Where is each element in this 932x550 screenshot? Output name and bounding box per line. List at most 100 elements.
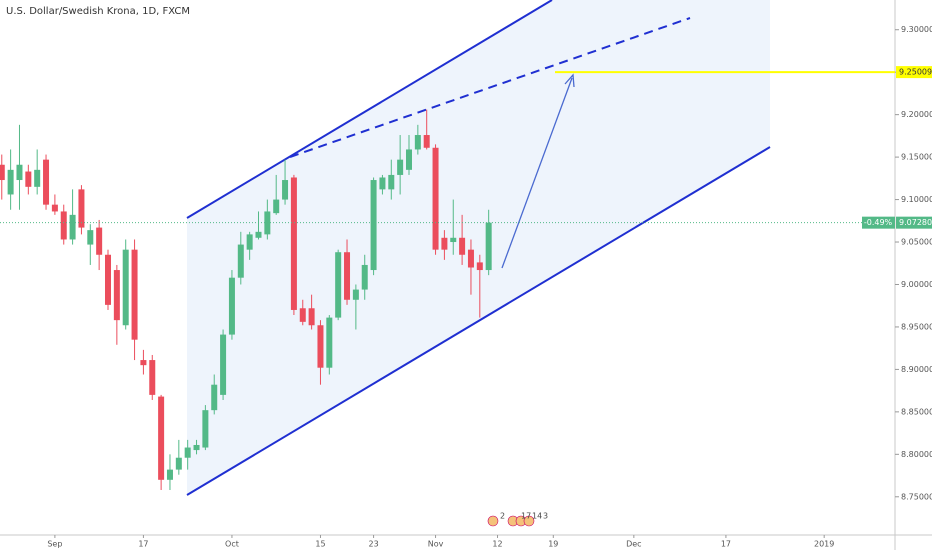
event-label: 3	[543, 512, 548, 521]
horizontal-line-label-box	[896, 66, 932, 79]
dashed-line	[289, 17, 691, 158]
event-label: 17	[521, 512, 531, 521]
chart-title: U.S. Dollar/Swedish Krona, 1D, FXCM	[6, 6, 190, 17]
y-tick-label: 8.85000	[901, 407, 932, 416]
candle-body	[105, 254, 112, 305]
y-tick-label: 9.10000	[901, 195, 932, 204]
candle-body	[352, 289, 359, 300]
candle-body	[34, 169, 41, 187]
candle-body	[131, 249, 138, 340]
candle-body	[96, 227, 103, 255]
channel-upper	[186, 0, 553, 219]
arrow-head	[564, 73, 575, 88]
event-icon	[487, 515, 499, 527]
candle-body	[211, 384, 218, 411]
candle-body	[335, 252, 342, 318]
x-tick-label: Nov	[428, 540, 444, 549]
candle-body	[166, 469, 173, 480]
x-tick-label: 12	[492, 540, 502, 549]
candle-body	[69, 214, 76, 240]
y-tick-label: 9.05000	[901, 238, 932, 247]
candle-body	[282, 180, 289, 200]
y-tick-label: 8.80000	[901, 450, 932, 459]
candle-body	[370, 180, 377, 271]
candle-body	[326, 317, 333, 368]
candle-body	[193, 444, 200, 451]
candle-body	[450, 237, 457, 243]
y-tick-label: 9.30000	[901, 25, 932, 34]
x-tick-label: 19	[548, 540, 558, 549]
candle-body	[25, 171, 32, 187]
y-tick-label: 8.95000	[901, 322, 932, 331]
candle-body	[432, 147, 439, 250]
price-label: 9.07280	[899, 218, 932, 227]
candle-body	[0, 164, 5, 181]
x-tick-label: Dec	[626, 540, 641, 549]
candle-body	[7, 169, 14, 195]
candle-body	[467, 249, 474, 268]
candle-body	[60, 211, 67, 240]
x-tick-label: 23	[368, 540, 378, 549]
price-label-box	[896, 216, 932, 229]
candle-body	[246, 234, 253, 250]
x-tick-label: Oct	[225, 540, 239, 549]
candle-body	[290, 177, 297, 310]
change-label: -0.49%	[864, 218, 893, 227]
y-tick-label: 9.15000	[901, 153, 932, 162]
candle-body	[441, 237, 448, 250]
candle-body	[16, 164, 23, 181]
y-tick-label: 8.75000	[901, 492, 932, 501]
arrow	[501, 77, 573, 269]
candle-body	[379, 177, 386, 190]
candle-body	[361, 264, 368, 290]
candle-body	[414, 135, 421, 150]
candle-body	[175, 457, 182, 470]
events: 2 17 14 3	[487, 512, 548, 527]
x-tick-label: Sep	[47, 540, 62, 549]
horizontal-line-label: 9.25009	[899, 68, 932, 77]
candle-body	[317, 325, 324, 368]
candle-body	[51, 204, 58, 212]
candle-body	[220, 334, 227, 395]
event-label: 14	[532, 512, 542, 521]
candle-body	[405, 149, 412, 170]
channel-fill	[187, 0, 770, 495]
channel-lower	[186, 146, 771, 496]
candle-body	[273, 199, 280, 214]
candle-body	[122, 249, 129, 326]
x-tick-label: 2019	[814, 540, 834, 549]
x-tick-label: 17	[721, 540, 731, 549]
candle-body	[202, 410, 209, 448]
candles	[0, 109, 492, 490]
candle-body	[299, 308, 306, 322]
candle-body	[184, 447, 191, 458]
candle-body	[237, 244, 244, 278]
candle-body	[255, 231, 262, 238]
candle-body	[388, 174, 395, 190]
candle-body	[87, 230, 94, 245]
y-tick-label: 9.20000	[901, 110, 932, 119]
candle-body	[397, 159, 404, 175]
candle-body	[228, 277, 235, 335]
candle-body	[158, 396, 165, 480]
y-tick-label: 8.90000	[901, 365, 932, 374]
candle-body	[485, 222, 492, 271]
candle-body	[78, 189, 85, 228]
y-tick-label: 9.00000	[901, 280, 932, 289]
candle-body	[476, 262, 483, 271]
event-icon	[523, 515, 535, 527]
candle-body	[43, 159, 50, 205]
candle-body	[149, 360, 156, 395]
candle-body	[459, 237, 466, 255]
event-label: 2	[500, 512, 505, 521]
candle-body	[140, 360, 147, 366]
candle-body	[423, 135, 430, 148]
x-tick-label: 17	[138, 540, 148, 549]
x-tick-label: 15	[315, 540, 325, 549]
candle-body	[113, 270, 120, 321]
candle-body	[344, 252, 351, 300]
change-label-box	[862, 216, 895, 229]
candle-body	[308, 308, 315, 326]
